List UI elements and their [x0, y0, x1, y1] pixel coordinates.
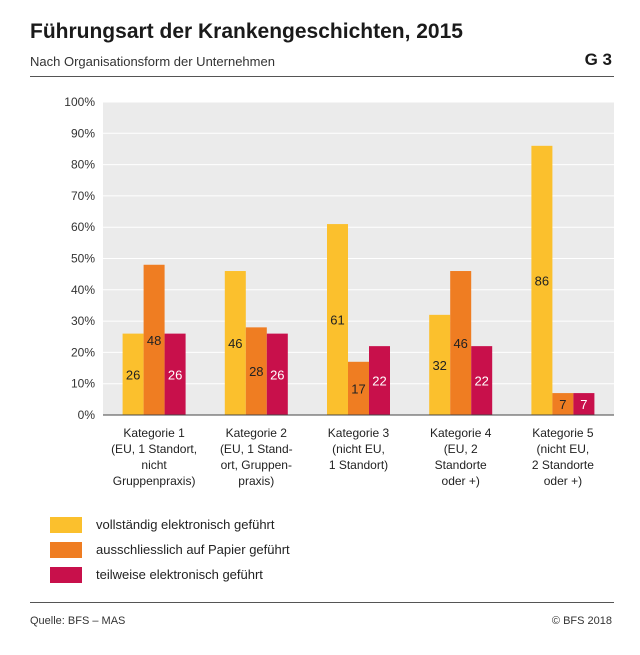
x-category-label: (EU, 1 Stand- — [220, 442, 293, 456]
x-category-label: oder +) — [442, 474, 480, 488]
x-category-label: Gruppenpraxis) — [113, 474, 196, 488]
bar-value-label: 32 — [432, 358, 446, 373]
chart-title: Führungsart der Krankengeschichten, 2015 — [30, 20, 463, 43]
x-category-label: 2 Standorte — [532, 458, 594, 472]
bar — [552, 393, 574, 415]
bar-chart: 0% 10% 20% 30% 40% 50% 60% 70% 80% 90% 100% 26 48 26 K… — [64, 95, 614, 488]
legend-swatch-paper — [50, 541, 82, 558]
x-category-label: (EU, 1 Standort, — [111, 442, 197, 456]
bar — [348, 361, 369, 415]
y-tick-label: 60% — [71, 220, 95, 234]
x-category-label: Kategorie 3 — [328, 426, 390, 440]
bar-value-label: 26 — [126, 367, 140, 382]
bar-value-label: 46 — [453, 336, 467, 351]
legend-label-electronic: vollständig elektronisch geführt — [96, 517, 275, 532]
bar-value-label: 46 — [228, 336, 242, 351]
y-tick-label: 50% — [71, 252, 95, 266]
legend-swatch-partial — [50, 566, 82, 583]
bar — [224, 271, 246, 415]
x-category-label: oder +) — [544, 474, 582, 488]
x-category-label: (nicht EU, — [537, 442, 590, 456]
chart-code: G 3 — [584, 50, 612, 69]
x-category-label: Kategorie 2 — [226, 426, 288, 440]
bar — [573, 393, 595, 415]
y-tick-label: 10% — [71, 377, 95, 391]
bar-value-label: 28 — [249, 364, 263, 379]
bar — [327, 224, 348, 415]
x-category-label: nicht — [141, 458, 167, 472]
bar — [164, 333, 186, 415]
legend-label-paper: ausschliesslich auf Papier geführt — [96, 542, 290, 557]
bar — [245, 327, 267, 415]
x-category-label: Kategorie 5 — [532, 426, 594, 440]
legend-swatch-electronic — [50, 516, 82, 533]
x-category-label: (EU, 2 — [444, 442, 478, 456]
bar — [531, 145, 553, 415]
legend-label-partial: teilweise elektronisch geführt — [96, 567, 263, 582]
x-category-label: 1 Standort) — [329, 458, 388, 472]
y-tick-label: 40% — [71, 283, 95, 297]
y-tick-label: 70% — [71, 189, 95, 203]
bar-value-label: 7 — [559, 397, 566, 412]
copyright-note: © BFS 2018 — [551, 615, 612, 627]
bar — [450, 271, 472, 415]
legend-item-electronic: vollständig elektronisch geführt — [50, 512, 290, 537]
y-tick-label: 20% — [71, 345, 95, 359]
x-category-label: (nicht EU, — [332, 442, 385, 456]
bar-value-label: 26 — [168, 367, 182, 382]
x-category-label: praxis) — [238, 474, 274, 488]
bar-value-label: 22 — [372, 374, 386, 389]
bar — [266, 333, 288, 415]
footer-divider — [30, 602, 614, 603]
y-tick-label: 0% — [78, 408, 96, 422]
legend-item-partial: teilweise elektronisch geführt — [50, 562, 290, 587]
bar — [429, 314, 451, 415]
bar-value-label: 86 — [535, 273, 549, 288]
y-tick-label: 80% — [71, 158, 95, 172]
bar — [369, 346, 390, 415]
bar — [143, 264, 165, 415]
chart-legend: vollständig elektronisch geführt ausschl… — [50, 512, 290, 587]
x-category-label: Kategorie 4 — [430, 426, 492, 440]
source-note: Quelle: BFS – MAS — [30, 615, 126, 627]
header-divider — [30, 76, 614, 77]
bar — [471, 346, 493, 415]
chart-subtitle: Nach Organisationsform der Unternehmen — [30, 54, 275, 69]
bar-value-label: 48 — [147, 333, 161, 348]
x-category-label: Kategorie 1 — [123, 426, 185, 440]
bar-value-label: 17 — [351, 381, 365, 396]
x-category-label: Standorte — [435, 458, 487, 472]
y-tick-label: 30% — [71, 314, 95, 328]
y-tick-label: 90% — [71, 126, 95, 140]
y-tick-label: 100% — [64, 95, 95, 109]
bar — [122, 333, 144, 415]
x-category-label: ort, Gruppen- — [221, 458, 292, 472]
bar-value-label: 7 — [580, 397, 587, 412]
bar-value-label: 61 — [330, 313, 344, 328]
legend-item-paper: ausschliesslich auf Papier geführt — [50, 537, 290, 562]
bar-value-label: 22 — [474, 374, 488, 389]
bar-value-label: 26 — [270, 367, 284, 382]
